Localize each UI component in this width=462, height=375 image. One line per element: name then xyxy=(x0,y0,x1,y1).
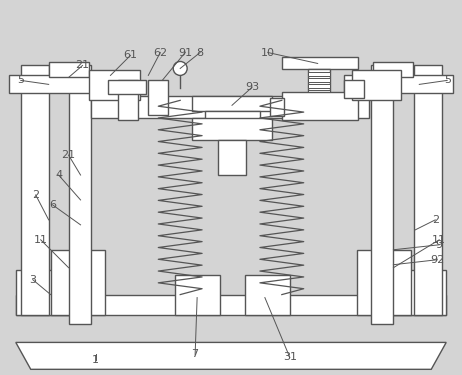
Bar xyxy=(308,84,329,88)
Text: 31: 31 xyxy=(283,352,297,362)
Bar xyxy=(308,90,329,94)
Bar xyxy=(91,96,370,118)
Bar xyxy=(352,70,401,100)
Text: 8: 8 xyxy=(196,48,204,57)
Text: 10: 10 xyxy=(261,48,275,57)
Text: 11: 11 xyxy=(34,235,48,245)
Text: 21: 21 xyxy=(75,60,90,70)
Text: 5: 5 xyxy=(444,75,451,86)
Polygon shape xyxy=(16,342,446,369)
Text: 21: 21 xyxy=(61,150,76,160)
Bar xyxy=(218,140,246,175)
Bar xyxy=(192,96,272,111)
Text: 93: 93 xyxy=(245,82,259,92)
Bar xyxy=(148,80,168,115)
Bar xyxy=(245,274,290,315)
Bar xyxy=(414,66,442,315)
Bar xyxy=(371,270,446,315)
Bar xyxy=(16,295,446,315)
Bar xyxy=(21,66,49,315)
Bar xyxy=(222,131,244,143)
Text: 61: 61 xyxy=(123,51,137,60)
Text: 2: 2 xyxy=(32,190,39,200)
Text: 6: 6 xyxy=(49,200,56,210)
Bar xyxy=(308,72,329,76)
Bar xyxy=(282,92,358,120)
Text: 92: 92 xyxy=(430,255,444,265)
Text: 2: 2 xyxy=(432,215,439,225)
Text: 62: 62 xyxy=(153,48,167,57)
Bar xyxy=(89,70,140,100)
Text: 7: 7 xyxy=(192,350,199,359)
Bar xyxy=(357,250,411,315)
Text: 3: 3 xyxy=(29,274,36,285)
Bar xyxy=(344,80,364,98)
Bar xyxy=(9,75,118,93)
Bar xyxy=(373,63,413,77)
Text: 11: 11 xyxy=(432,235,446,245)
Bar xyxy=(282,57,358,69)
Bar xyxy=(205,111,260,131)
Bar xyxy=(68,66,91,324)
Circle shape xyxy=(173,62,187,75)
Bar xyxy=(49,63,89,77)
Bar xyxy=(308,69,329,104)
Text: 1: 1 xyxy=(92,356,99,365)
Bar xyxy=(371,66,394,324)
Bar xyxy=(344,75,453,93)
Bar xyxy=(308,78,329,82)
Bar xyxy=(16,270,91,315)
Bar xyxy=(270,98,284,116)
Bar xyxy=(308,96,329,100)
Text: 91: 91 xyxy=(178,48,192,57)
Bar xyxy=(51,250,105,315)
Text: 9: 9 xyxy=(436,240,443,250)
Bar xyxy=(118,80,138,120)
Bar xyxy=(192,118,272,140)
Text: 4: 4 xyxy=(55,170,62,180)
Bar xyxy=(109,80,146,94)
Text: 5: 5 xyxy=(17,75,24,86)
Bar xyxy=(175,274,220,315)
